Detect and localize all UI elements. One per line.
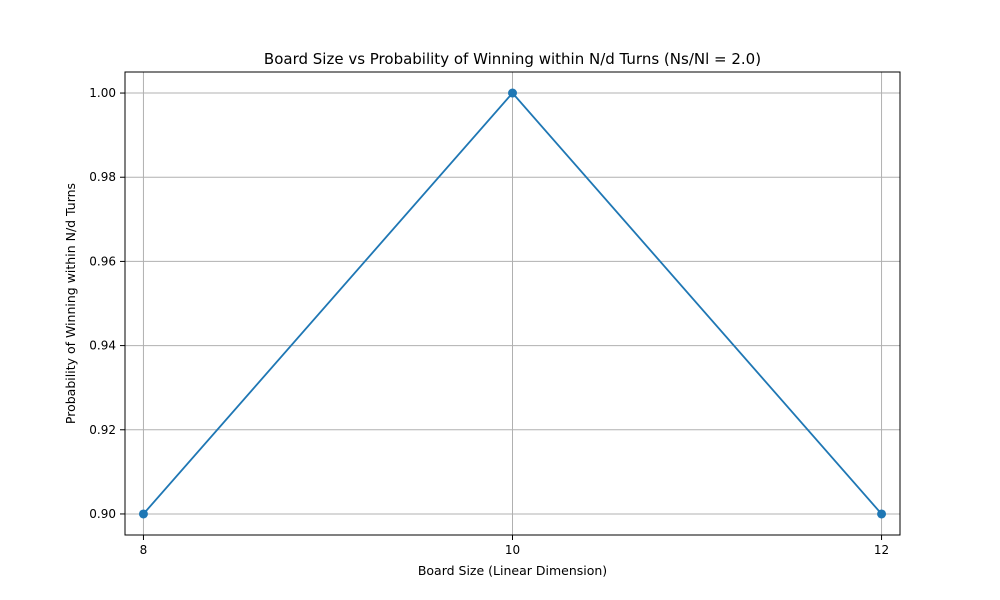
grid-layer <box>125 72 900 535</box>
x-axis-label: Board Size (Linear Dimension) <box>418 563 607 578</box>
y-tick-label-2: 0.94 <box>89 339 116 353</box>
series-layer <box>138 88 887 519</box>
y-tick-label-0: 0.90 <box>89 507 116 521</box>
data-point-0-1 <box>508 88 517 98</box>
y-tick-label-3: 0.96 <box>89 254 116 268</box>
data-point-0-0 <box>138 509 148 519</box>
y-tick-label-1: 0.92 <box>89 423 116 437</box>
y-axis-label: Probability of Winning within N/d Turns <box>63 183 78 424</box>
x-tick-label-2: 12 <box>874 543 889 557</box>
chart-title: Board Size vs Probability of Winning wit… <box>264 50 761 68</box>
x-tick-label-1: 10 <box>505 543 520 557</box>
x-tick-label-0: 8 <box>140 543 148 557</box>
data-point-0-2 <box>877 509 887 519</box>
y-tick-label-5: 1.00 <box>89 86 116 100</box>
y-tick-label-4: 0.98 <box>89 170 116 184</box>
ticks-layer: 8 10 12 0.90 0.92 0.94 0.96 0.98 1.00 <box>89 86 889 557</box>
